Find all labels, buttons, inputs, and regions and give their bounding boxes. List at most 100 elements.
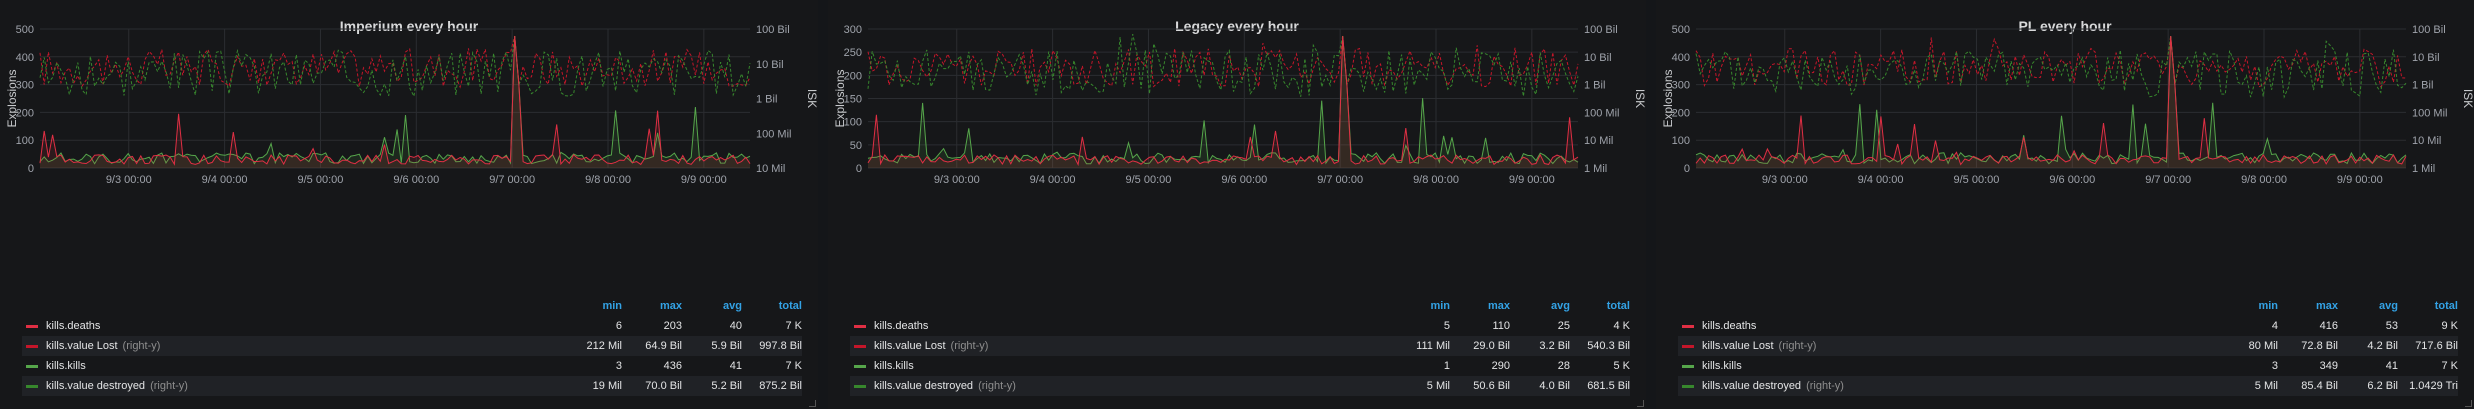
legend-swatch-icon[interactable] xyxy=(26,364,38,368)
legend-value-avg: 5.9 Bil xyxy=(711,340,742,352)
legend-header-avg[interactable]: avg xyxy=(723,300,742,312)
series-line-deaths[interactable] xyxy=(39,35,751,166)
legend-row[interactable]: kills.value destroyed (right-y) 5 Mil 85.4 … xyxy=(1678,376,2458,396)
legend-header-max[interactable]: max xyxy=(2315,300,2338,312)
x-tick-label: 9/7 00:00 xyxy=(489,174,535,186)
legend-value-min: 5 Mil xyxy=(2254,380,2278,392)
legend-row[interactable]: kills.value Lost (right-y) 212 Mil 64.9 Bil… xyxy=(22,336,802,356)
legend-right-y: (right-y) xyxy=(1778,340,1817,352)
series-line-value_lost[interactable] xyxy=(39,35,751,89)
legend-row[interactable]: kills.kills 3 349 41 7 K xyxy=(1678,356,2458,376)
y-axis-title: Explosions xyxy=(1661,69,1675,127)
legend-swatch-icon[interactable] xyxy=(26,384,38,388)
y2-tick-label: 1 Mil xyxy=(1584,163,1607,175)
series-line-deaths[interactable] xyxy=(867,35,1579,167)
legend-series[interactable]: kills.value destroyed (right-y) xyxy=(1678,380,2218,392)
legend-value-max: 64.9 Bil xyxy=(645,340,682,352)
legend-header-avg[interactable]: avg xyxy=(1551,300,1570,312)
legend-series[interactable]: kills.value Lost (right-y) xyxy=(850,340,1390,352)
graph-plot[interactable]: 500 400 300 200 100 0 100 Bil 10 Bil 1 Bil 100 Mi… xyxy=(0,0,819,290)
legend-series[interactable]: kills.kills xyxy=(1678,360,2218,372)
legend-right-y: (right-y) xyxy=(150,380,188,392)
legend-header-min[interactable]: min xyxy=(2258,300,2278,312)
legend-swatch-icon[interactable] xyxy=(1682,324,1694,328)
series-line-deaths[interactable] xyxy=(1695,35,2407,166)
legend-row[interactable]: kills.kills 3 436 41 7 K xyxy=(22,356,802,376)
legend-swatch-icon[interactable] xyxy=(854,364,866,368)
legend-header-max[interactable]: max xyxy=(1487,300,1510,312)
legend-header-max[interactable]: max xyxy=(659,300,682,312)
series-line-value_lost[interactable] xyxy=(1695,35,2407,88)
legend-swatch-icon[interactable] xyxy=(854,384,866,388)
graph-plot[interactable]: 300 250 200 150 100 50 0 100 Bil 10 Bil 1 Bil 100 … xyxy=(828,0,1647,290)
y-tick-label: 0 xyxy=(1684,163,1690,175)
x-tick-label: 9/5 00:00 xyxy=(1126,174,1172,186)
y2-tick-label: 10 Mil xyxy=(1584,135,1613,147)
legend-row[interactable]: kills.value Lost (right-y) 80 Mil 72.8 Bil 4… xyxy=(1678,336,2458,356)
y2-tick-label: 1 Bil xyxy=(2412,80,2433,92)
legend-swatch-icon[interactable] xyxy=(854,344,866,348)
legend-header-total[interactable]: total xyxy=(1606,300,1630,312)
legend-row[interactable]: kills.value destroyed (right-y) 19 Mil 70.0… xyxy=(22,376,802,396)
y2-tick-label: 1 Mil xyxy=(2412,163,2435,175)
y2-axis-title: ISK xyxy=(2461,89,2474,108)
legend-row[interactable]: kills.value Lost (right-y) 111 Mil 29.0 Bil… xyxy=(850,336,1630,356)
panel-title[interactable]: Legacy every hour xyxy=(1175,18,1299,34)
legend-swatch-icon[interactable] xyxy=(1682,384,1694,388)
x-tick-label: 9/4 00:00 xyxy=(1030,174,1076,186)
resize-handle-icon[interactable] xyxy=(2465,400,2472,407)
series-line-value_destroyed[interactable] xyxy=(867,33,1579,97)
legend-series[interactable]: kills.value Lost (right-y) xyxy=(22,340,562,352)
legend-row[interactable]: kills.deaths 4 416 53 9 K xyxy=(1678,316,2458,336)
legend-series[interactable]: kills.kills xyxy=(850,360,1390,372)
legend-series[interactable]: kills.value destroyed (right-y) xyxy=(850,380,1390,392)
legend-value-max: 349 xyxy=(2319,360,2338,372)
resize-handle-icon[interactable] xyxy=(1637,400,1644,407)
legend-header-avg[interactable]: avg xyxy=(2379,300,2398,312)
legend-value-min: 3 xyxy=(615,360,622,372)
x-tick-label: 9/6 00:00 xyxy=(393,174,439,186)
legend-header-total[interactable]: total xyxy=(778,300,802,312)
y-tick-label: 100 xyxy=(844,117,862,129)
y2-tick-label: 1 Bil xyxy=(756,94,777,106)
legend-header-min[interactable]: min xyxy=(1430,300,1450,312)
series-area-kills xyxy=(868,36,1578,168)
y2-axis-title: ISK xyxy=(1633,89,1647,108)
series-area-deaths xyxy=(868,36,1578,168)
legend-series[interactable]: kills.deaths xyxy=(850,320,1390,332)
y-tick-label: 0 xyxy=(28,163,34,175)
legend-series-name: kills.value Lost xyxy=(1702,340,1774,352)
legend-header-min[interactable]: min xyxy=(602,300,622,312)
legend-swatch-icon[interactable] xyxy=(854,324,866,328)
legend-series[interactable]: kills.value Lost (right-y) xyxy=(1678,340,2218,352)
series-line-value_destroyed[interactable] xyxy=(39,35,751,98)
legend-swatch-icon[interactable] xyxy=(1682,364,1694,368)
legend-series[interactable]: kills.deaths xyxy=(1678,320,2218,332)
legend-series[interactable]: kills.deaths xyxy=(22,320,562,332)
legend-row[interactable]: kills.kills 1 290 28 5 K xyxy=(850,356,1630,376)
graph-plot[interactable]: 500 400 300 200 100 0 100 Bil 10 Bil 1 Bil 100 Mi… xyxy=(1656,0,2474,290)
legend-swatch-icon[interactable] xyxy=(1682,344,1694,348)
legend-swatch-icon[interactable] xyxy=(26,344,38,348)
legend-header-total[interactable]: total xyxy=(2434,300,2458,312)
graph-panel[interactable]: Legacy every hour 300 250 200 150 100 50 0 100 B… xyxy=(828,0,1647,409)
legend-row[interactable]: kills.value destroyed (right-y) 5 Mil 50.6 … xyxy=(850,376,1630,396)
legend-row[interactable]: kills.deaths 5 110 25 4 K xyxy=(850,316,1630,336)
graph-panel[interactable]: Imperium every hour 500 400 300 200 100 0 100 B… xyxy=(0,0,819,409)
graph-panel[interactable]: PL every hour 500 400 300 200 100 0 100 Bil 10 B… xyxy=(1656,0,2474,409)
resize-handle-icon[interactable] xyxy=(809,400,816,407)
series-line-value_destroyed[interactable] xyxy=(1695,35,2407,99)
y-tick-label: 100 xyxy=(16,135,34,147)
panel-title[interactable]: PL every hour xyxy=(2018,18,2112,34)
legend-series-name: kills.value destroyed xyxy=(874,380,974,392)
series-line-kills[interactable] xyxy=(39,35,751,165)
legend-series[interactable]: kills.kills xyxy=(22,360,562,372)
series-line-value_lost[interactable] xyxy=(867,35,1579,88)
legend-header: min max avg total xyxy=(1678,296,2458,316)
legend-row[interactable]: kills.deaths 6 203 40 7 K xyxy=(22,316,802,336)
legend-swatch-icon[interactable] xyxy=(26,324,38,328)
legend-value-avg: 41 xyxy=(729,360,742,372)
legend-value-max: 436 xyxy=(663,360,682,372)
legend-series[interactable]: kills.value destroyed (right-y) xyxy=(22,380,562,392)
panel-title[interactable]: Imperium every hour xyxy=(339,18,479,34)
